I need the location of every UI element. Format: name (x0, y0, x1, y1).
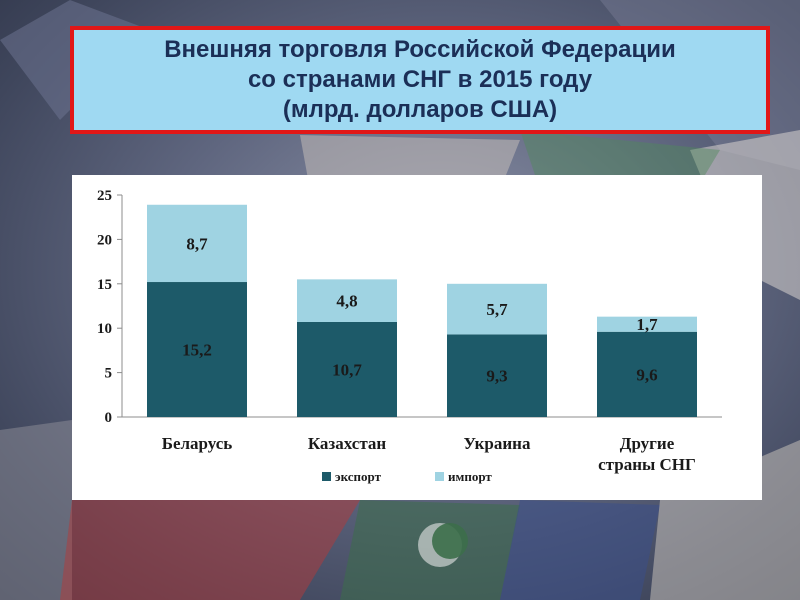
x-category-label: Украина (464, 434, 531, 453)
stacked-bar-chart: 0 5 10 15 20 25 15,2 8,7 Беларусь 10,7 4,8 Казахста… (97, 188, 722, 484)
bar-segment-import (297, 279, 397, 322)
data-label: 4,8 (336, 292, 357, 311)
data-label: 10,7 (332, 360, 362, 379)
chart-title-box: Внешняя торговля Российской Федерации со… (70, 26, 770, 134)
y-tick-label: 5 (105, 366, 113, 382)
data-label: 1,7 (636, 315, 658, 334)
data-label: 15,2 (182, 341, 212, 360)
bar-segment-import (447, 283, 547, 335)
bar-segment-import (597, 316, 697, 332)
y-tick-label: 20 (97, 232, 112, 248)
x-category-label: Казахстан (308, 434, 387, 453)
bar-segment-import (147, 204, 247, 283)
data-label: 8,7 (186, 234, 208, 253)
legend-label: импорт (448, 469, 492, 484)
legend-swatch-import (435, 472, 444, 481)
y-tick-label: 15 (97, 277, 112, 293)
chart-title-line2: со странами СНГ в 2015 году (247, 66, 593, 93)
x-category-label: Другие (620, 434, 675, 453)
bar-segment-export (147, 282, 247, 417)
x-category-label: страны СНГ (598, 455, 696, 474)
x-category-label: Беларусь (162, 434, 233, 453)
legend-swatch-export (322, 472, 331, 481)
data-label: 5,7 (486, 300, 508, 319)
bar-segment-export (297, 321, 397, 417)
data-label: 9,3 (486, 367, 507, 386)
bar-segment-export (597, 331, 697, 417)
chart-title-line3: (млрд. долларов США) (282, 96, 558, 123)
y-tick-label: 10 (97, 321, 112, 337)
legend-label: экспорт (335, 469, 382, 484)
data-label: 9,6 (636, 365, 657, 384)
y-tick-label: 0 (105, 410, 113, 426)
bar-segment-export (447, 334, 547, 417)
chart-panel: 0 5 10 15 20 25 15,2 8,7 Беларусь 10,7 4,8 Казахста… (72, 175, 762, 500)
chart-title-line1: Внешняя торговля Российской Федерации (164, 36, 676, 63)
y-tick-label: 25 (97, 188, 112, 204)
